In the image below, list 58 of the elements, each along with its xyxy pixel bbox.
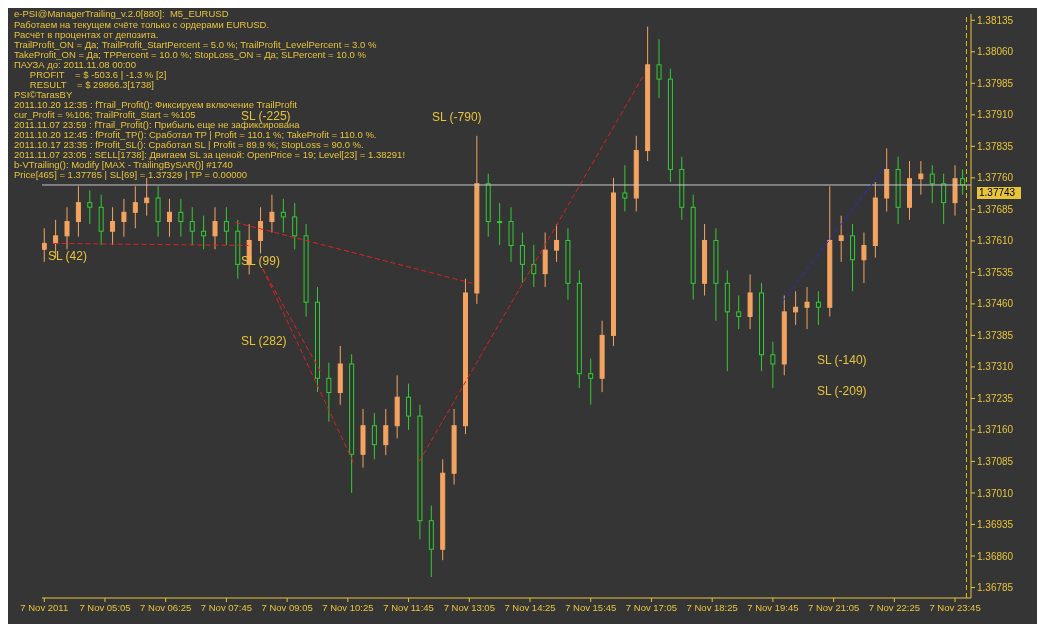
x-tick-label: 7 Nov 05:05 bbox=[79, 601, 131, 613]
y-tick-label: 1.38135 bbox=[977, 14, 1014, 26]
annotation: RESULT = $ 29866.3[1738] bbox=[28, 79, 155, 90]
y-tick-label: 1.37985 bbox=[977, 77, 1014, 89]
ref-line-label: 1.37743 bbox=[979, 187, 1016, 199]
y-tick-label: 1.36860 bbox=[977, 550, 1014, 562]
y-tick-label: 1.37535 bbox=[977, 266, 1014, 278]
x-tick-label: 7 Nov 18:25 bbox=[686, 601, 738, 613]
annotation: 2011.10.20 12:35 : fTrail_Profit(): Фиксируем включение TrailProfit bbox=[14, 99, 298, 110]
annotation: b-VTrailing(): Modify [MAX - TrailingBySAR()] #1740 bbox=[14, 159, 233, 170]
x-tick-label: 7 Nov 06:25 bbox=[140, 601, 192, 613]
y-tick-label: 1.38060 bbox=[977, 46, 1014, 58]
annotation: TrailProfit_ON = Да; TrailProfit_StartPercent = 5.0 %; TrailProfit_LevelPercent = 3.0 % bbox=[14, 39, 378, 50]
x-tick-label: 7 Nov 11:45 bbox=[383, 601, 434, 613]
x-tick-label: 7 Nov 23:45 bbox=[929, 601, 981, 613]
y-tick-label: 1.37310 bbox=[977, 361, 1014, 373]
y-tick-label: 1.37685 bbox=[977, 203, 1014, 215]
y-tick-label: 1.37460 bbox=[977, 298, 1014, 310]
y-tick-label: 1.37760 bbox=[977, 172, 1014, 184]
x-tick-label: 7 Nov 17:05 bbox=[625, 601, 678, 613]
y-tick-label: 1.37835 bbox=[977, 140, 1014, 152]
y-tick-label: 1.37235 bbox=[977, 392, 1014, 404]
annotation: SL (-209) bbox=[817, 384, 867, 398]
x-tick-label: 7 Nov 22:25 bbox=[868, 601, 920, 613]
x-tick-label: 7 Nov 21:05 bbox=[808, 601, 860, 613]
annotation: Работаем на текущем счёте только с ордерами EURUSD. bbox=[14, 19, 271, 30]
x-tick-label: 7 Nov 2011 bbox=[20, 601, 69, 613]
annotation: SL (-225) bbox=[241, 109, 291, 123]
annotation: SL (-140) bbox=[817, 353, 867, 367]
annotation: SL (42) bbox=[48, 249, 87, 263]
annotation: TakeProfit_ON = Да; TPPercent = 10.0 %; StopLoss_ON = Да; SLPercent = 10.0 % bbox=[14, 49, 367, 60]
y-tick-label: 1.37085 bbox=[977, 456, 1014, 467]
annotation: 2011.10.17 23:35 : fProfit_SL(): Сработал SL | Profit = 89.9 %; StopLoss = 90.0 %. bbox=[14, 139, 365, 150]
x-tick-label: 7 Nov 09:05 bbox=[261, 601, 313, 613]
annotation: SL (282) bbox=[241, 334, 287, 348]
annotation: 2011.11.07 23:05 : SELL[1738]: Двигаем SL за ценой: OpenPrice = 19; Level[23] = 1.38291! bbox=[14, 149, 406, 160]
annotation: ПАУЗА до: 2011.11.08 00:00 bbox=[14, 59, 137, 70]
y-tick-label: 1.36785 bbox=[977, 582, 1014, 594]
x-tick-label: 7 Nov 07:45 bbox=[200, 601, 253, 613]
x-tick-label: 7 Nov 15:45 bbox=[565, 601, 617, 613]
annotation: Price[465] = 1.37785 | SL[69] = 1.37329 | TP = 0.00000 bbox=[14, 169, 249, 180]
x-tick-label: 7 Nov 13:05 bbox=[443, 601, 495, 613]
annotation: SL (-790) bbox=[432, 110, 482, 124]
annotation: PSI©TarasBY bbox=[14, 89, 74, 100]
y-tick-label: 1.37160 bbox=[977, 424, 1014, 436]
annotation: 2011.10.20 12:45 : fProfit_TP(): Сработал TP | Profit = 110.1 %; TakeProfit = 110.0 %. bbox=[14, 129, 378, 140]
x-tick-label: 7 Nov 14:25 bbox=[504, 601, 556, 613]
annotation: PROFIT = $ -503.6 | -1.3 % [2] bbox=[28, 69, 168, 80]
x-tick-label: 7 Nov 19:45 bbox=[747, 601, 799, 613]
annotation: cur_Profit = %106; TrailProfit_Start = %105 bbox=[14, 109, 196, 120]
y-tick-label: 1.37910 bbox=[977, 109, 1014, 121]
y-tick-label: 1.37385 bbox=[977, 329, 1014, 341]
y-tick-label: 1.37610 bbox=[977, 235, 1014, 247]
y-tick-label: 1.37010 bbox=[977, 487, 1014, 499]
y-tick-label: 1.36935 bbox=[977, 519, 1014, 531]
annotation: Расчёт в процентах от депозита. bbox=[14, 29, 160, 40]
x-tick-label: 7 Nov 10:25 bbox=[322, 601, 374, 613]
chart-title: e-PSI@ManagerTrailing_v.2.0[880]: M5_EURUSD bbox=[14, 8, 230, 19]
